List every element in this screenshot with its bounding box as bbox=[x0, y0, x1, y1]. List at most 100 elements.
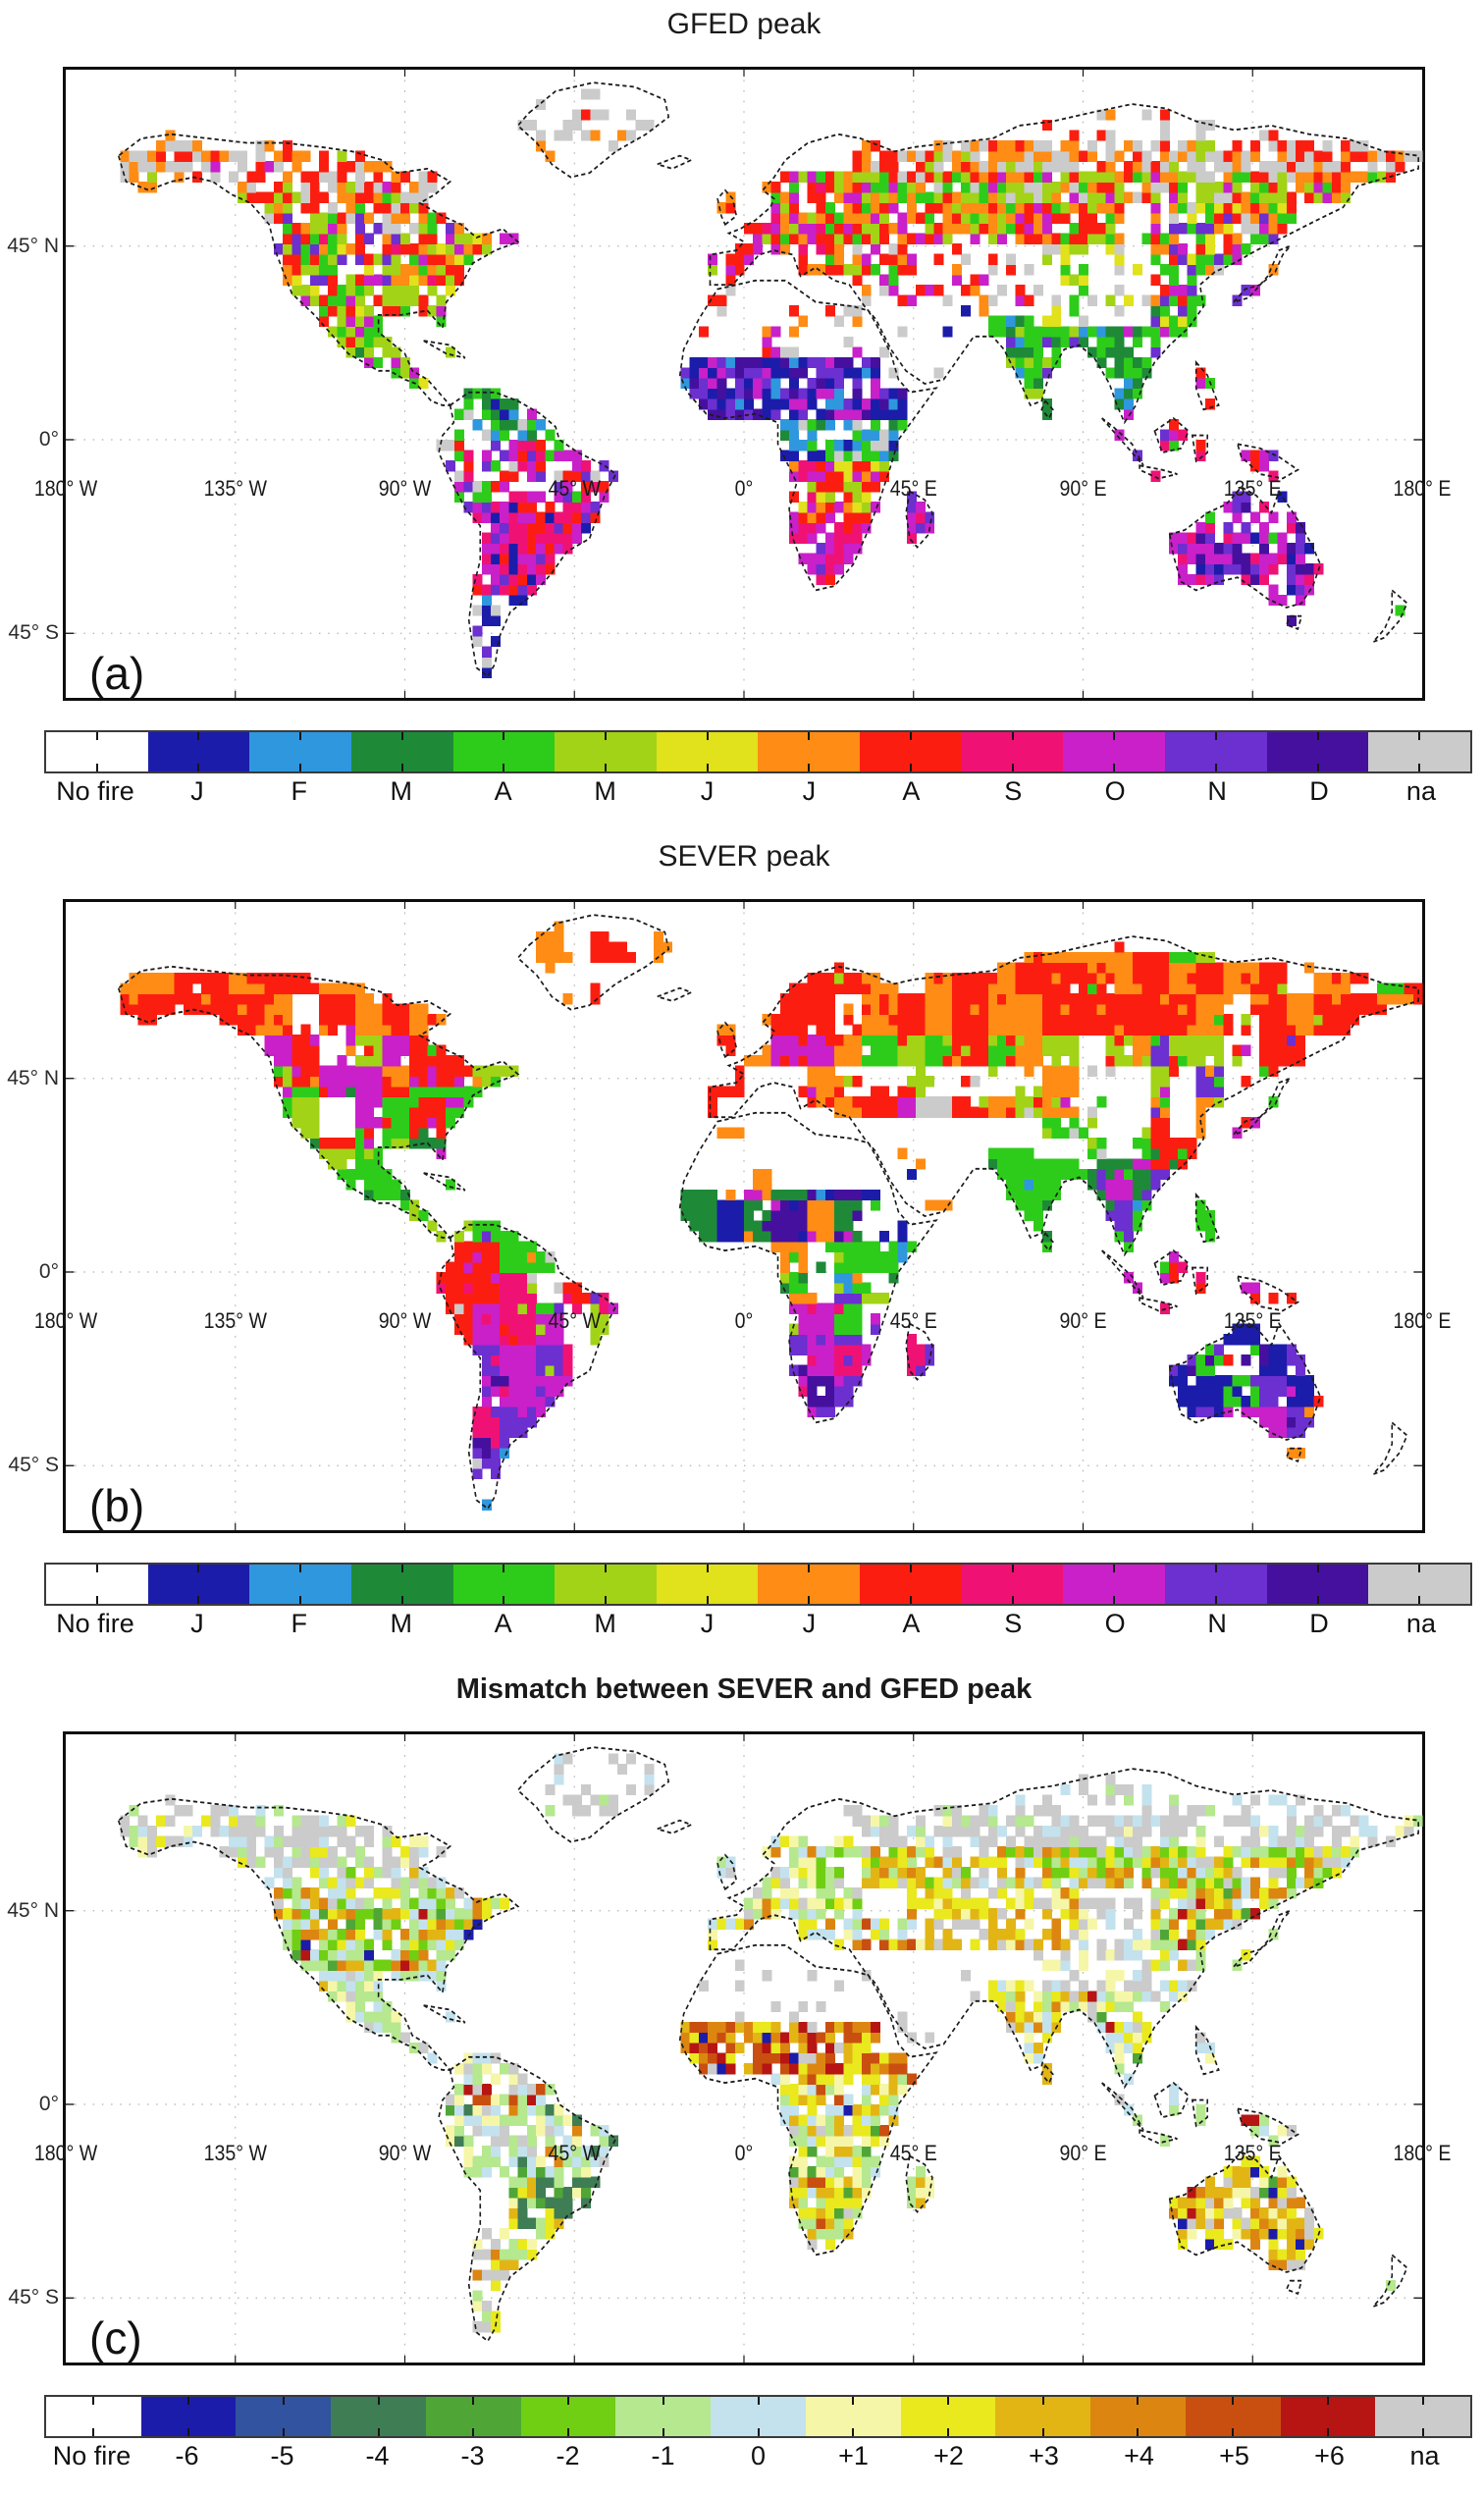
colorbar-segment-J bbox=[148, 732, 250, 771]
colorbar-tick-label: J bbox=[758, 1609, 860, 1639]
colorbar-tick-label: F bbox=[248, 1609, 350, 1639]
colorbar-segment-N bbox=[1165, 732, 1267, 771]
colorbar-segment-No fire bbox=[46, 2397, 141, 2436]
colorbar-tick-label: +6 bbox=[1282, 2441, 1377, 2471]
colorbar-tick-label: na bbox=[1370, 776, 1472, 807]
colorbar-segment--2 bbox=[521, 2397, 616, 2436]
colorbar-segment-+3 bbox=[995, 2397, 1090, 2436]
colorbar-segment-A bbox=[453, 732, 556, 771]
colorbar-segment-na bbox=[1368, 732, 1470, 771]
lon-tick-label: 180° E bbox=[1394, 1309, 1452, 1333]
colorbar-tick-label: S bbox=[962, 776, 1064, 807]
lon-tick-label: 0° bbox=[735, 477, 754, 501]
colorbar-segment-J bbox=[657, 1565, 759, 1604]
colorbar-tick-label: O bbox=[1064, 1609, 1166, 1639]
colorbar-segment--4 bbox=[331, 2397, 426, 2436]
colorbar-tick-label: A bbox=[860, 776, 962, 807]
lat-tick-label: 45° S bbox=[0, 621, 59, 645]
colorbar-segment--1 bbox=[615, 2397, 711, 2436]
lon-tick-label: 135° E bbox=[1224, 477, 1282, 501]
colorbar-tick-label: D bbox=[1268, 1609, 1370, 1639]
colorbar-tick-label: D bbox=[1268, 776, 1370, 807]
colorbar-tick-label: +4 bbox=[1091, 2441, 1187, 2471]
lon-tick-label: 45° E bbox=[890, 1309, 937, 1333]
colorbar-segment-J bbox=[758, 1565, 860, 1604]
lon-tick-label: 180° W bbox=[34, 477, 98, 501]
data-cells bbox=[120, 1753, 1422, 2332]
colorbar-tick-label: J bbox=[758, 776, 860, 807]
panel-a-letter: (a) bbox=[89, 651, 144, 696]
lon-tick-label: 0° bbox=[735, 2142, 754, 2165]
lat-tick-label: 45° N bbox=[0, 1067, 59, 1090]
colorbar-tick-label: -4 bbox=[330, 2441, 425, 2471]
panel-c-letter: (c) bbox=[89, 2315, 142, 2361]
colorbar-tick-label: F bbox=[248, 776, 350, 807]
lon-tick-label: 45° W bbox=[548, 477, 601, 501]
lat-tick-label: 0° bbox=[0, 2093, 59, 2116]
lon-tick-label: 135° W bbox=[204, 477, 268, 501]
panel-b-colorbar bbox=[44, 1563, 1472, 1606]
colorbar-tick-label: J bbox=[657, 776, 759, 807]
colorbar-tick-label: +5 bbox=[1187, 2441, 1282, 2471]
colorbar-tick-label: J bbox=[146, 776, 248, 807]
colorbar-segment-+2 bbox=[901, 2397, 996, 2436]
lon-tick-label: 45° W bbox=[548, 2142, 601, 2165]
colorbar-tick-label: -3 bbox=[425, 2441, 520, 2471]
lon-tick-label: 45° E bbox=[890, 2142, 937, 2165]
panel-b-letter: (b) bbox=[89, 1483, 144, 1528]
lat-tick-label: 0° bbox=[0, 428, 59, 451]
lat-tick-label: 0° bbox=[0, 1260, 59, 1284]
colorbar-segment-O bbox=[1063, 1565, 1165, 1604]
colorbar-tick-label: na bbox=[1377, 2441, 1472, 2471]
lon-tick-label: 180° W bbox=[34, 2142, 98, 2165]
colorbar-segment-J bbox=[758, 732, 860, 771]
lon-tick-label: 90° E bbox=[1059, 1309, 1106, 1333]
colorbar-segment-na bbox=[1368, 1565, 1470, 1604]
panel-b-title: SEVER peak bbox=[66, 840, 1422, 874]
panel-c-title: Mismatch between SEVER and GFED peak bbox=[66, 1673, 1422, 1706]
colorbar-segment-M bbox=[555, 732, 657, 771]
lon-tick-label: 90° W bbox=[379, 2142, 432, 2165]
colorbar-tick-label: S bbox=[962, 1609, 1064, 1639]
colorbar-segment-O bbox=[1063, 732, 1165, 771]
colorbar-tick-label: J bbox=[657, 1609, 759, 1639]
lon-tick-label: 90° E bbox=[1059, 2142, 1106, 2165]
colorbar-segment-A bbox=[860, 732, 962, 771]
colorbar-tick-label: 0 bbox=[711, 2441, 806, 2471]
colorbar-segment-D bbox=[1267, 1565, 1369, 1604]
colorbar-tick-label: M bbox=[555, 1609, 657, 1639]
lat-tick-label: 45° S bbox=[0, 2286, 59, 2310]
lon-tick-label: 135° W bbox=[204, 2142, 268, 2165]
colorbar-tick-label: A bbox=[452, 1609, 555, 1639]
colorbar-segment-M bbox=[351, 1565, 453, 1604]
colorbar-tick-label: M bbox=[350, 776, 452, 807]
colorbar-segment-M bbox=[555, 1565, 657, 1604]
colorbar-segment-D bbox=[1267, 732, 1369, 771]
lon-tick-label: 45° E bbox=[890, 477, 937, 501]
colorbar-tick-label: M bbox=[555, 776, 657, 807]
colorbar-tick-label: -5 bbox=[235, 2441, 330, 2471]
lon-tick-label: 90° W bbox=[379, 1309, 432, 1333]
colorbar-tick-label: No fire bbox=[44, 2441, 139, 2471]
colorbar-tick-label: J bbox=[146, 1609, 248, 1639]
lon-tick-label: 90° W bbox=[379, 477, 432, 501]
colorbar-segment-S bbox=[962, 732, 1064, 771]
colorbar-tick-label: na bbox=[1370, 1609, 1472, 1639]
colorbar-segment-F bbox=[249, 1565, 351, 1604]
lon-tick-label: 180° E bbox=[1394, 2142, 1452, 2165]
lat-tick-label: 45° S bbox=[0, 1454, 59, 1477]
lon-tick-label: 135° W bbox=[204, 1309, 268, 1333]
colorbar-segment--5 bbox=[236, 2397, 331, 2436]
panel-c: Mismatch between SEVER and GFED peak 180… bbox=[0, 1673, 1484, 2471]
